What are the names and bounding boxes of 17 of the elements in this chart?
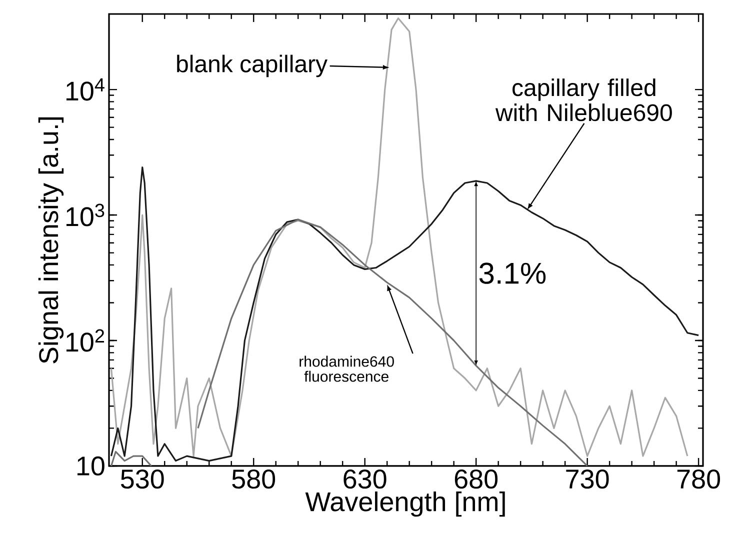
x-tick-label: 680 [454,470,498,489]
y-tick-label: 10 [77,456,104,476]
y-tick-label: 10$^{3}$ [66,204,104,226]
x-tick-label: 780 [677,470,720,489]
x-tick-label: 580 [232,470,276,489]
x-tick-label: 630 [344,470,386,489]
annotation: capillary filled with Nileblue690 [495,78,672,122]
y-tick-label: 10$^{2}$ [66,329,104,352]
annotation: rhodamine640 fluorescence [300,356,394,382]
y-axis-title: Signal intensity [a.u.] [38,117,64,364]
annotation: blank capillary [177,54,328,78]
x-tick-label: 530 [120,470,164,489]
line-series [110,166,700,462]
y-tick-label: 10$^{4}$ [66,78,104,101]
x-axis-title: Wavelength [nm] [305,491,505,517]
x-tick-label: 730 [566,470,609,489]
annotation: 3.1% [479,262,546,284]
